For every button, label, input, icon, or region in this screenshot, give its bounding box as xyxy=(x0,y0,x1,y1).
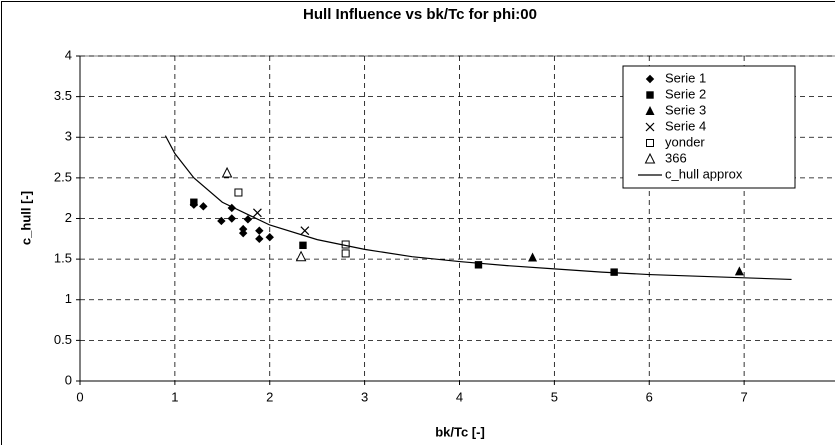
data-point xyxy=(221,166,233,178)
y-tick-label: 2 xyxy=(65,210,72,225)
legend-label: c_hull approx xyxy=(665,166,743,181)
data-point xyxy=(255,234,264,244)
data-point xyxy=(299,241,307,250)
y-tick-label: 0.5 xyxy=(54,332,72,347)
x-tick-label: 5 xyxy=(551,389,558,404)
data-point xyxy=(243,215,253,224)
x-tick-label: 6 xyxy=(646,389,653,404)
y-tick-label: 3.5 xyxy=(54,88,72,103)
y-tick-label: 1.5 xyxy=(54,251,72,266)
y-tick-label: 4 xyxy=(65,47,72,62)
y-tick-label: 3 xyxy=(65,129,72,144)
data-point xyxy=(295,250,307,262)
legend-marker xyxy=(646,91,654,99)
data-point xyxy=(341,249,350,258)
legend-label: Serie 4 xyxy=(665,118,706,133)
x-tick-label: 7 xyxy=(741,389,748,404)
data-point xyxy=(217,216,226,226)
legend-marker xyxy=(645,106,655,115)
data-point xyxy=(610,268,618,276)
legend-label: Serie 3 xyxy=(665,102,706,117)
x-tick-label: 4 xyxy=(456,389,463,404)
legend-box xyxy=(622,65,796,189)
legend-marker xyxy=(645,122,655,132)
y-axis-label: c_hull [-] xyxy=(18,191,33,245)
y-tick-label: 0 xyxy=(65,372,72,387)
y-tick-label: 1 xyxy=(65,291,72,306)
y-tick-label: 2.5 xyxy=(54,169,72,184)
data-point xyxy=(528,252,538,262)
x-tick-label: 2 xyxy=(266,389,273,404)
legend-label: yonder xyxy=(665,134,705,149)
data-point xyxy=(238,228,248,238)
x-tick-label: 0 xyxy=(76,389,83,404)
data-point xyxy=(199,202,208,211)
legend-marker xyxy=(646,139,654,147)
legend-label: Serie 1 xyxy=(665,70,706,85)
fit-line xyxy=(164,135,792,281)
legend-label: 366 xyxy=(665,150,687,165)
data-point xyxy=(190,198,198,206)
data-point xyxy=(234,188,243,197)
legend-marker xyxy=(645,74,655,84)
data-point xyxy=(474,261,483,269)
data-point xyxy=(227,214,236,223)
data-point xyxy=(300,226,310,236)
legend-label: Serie 2 xyxy=(665,86,706,101)
data-point xyxy=(265,232,274,242)
x-tick-label: 3 xyxy=(361,389,368,404)
data-point xyxy=(252,208,262,218)
data-point xyxy=(255,226,264,235)
legend-marker xyxy=(644,152,656,164)
x-axis-label: bk/Tc [-] xyxy=(435,424,485,439)
x-tick-label: 1 xyxy=(171,389,178,404)
chart-title: Hull Influence vs bk/Tc for phi:00 xyxy=(303,6,537,23)
data-point xyxy=(734,266,744,276)
